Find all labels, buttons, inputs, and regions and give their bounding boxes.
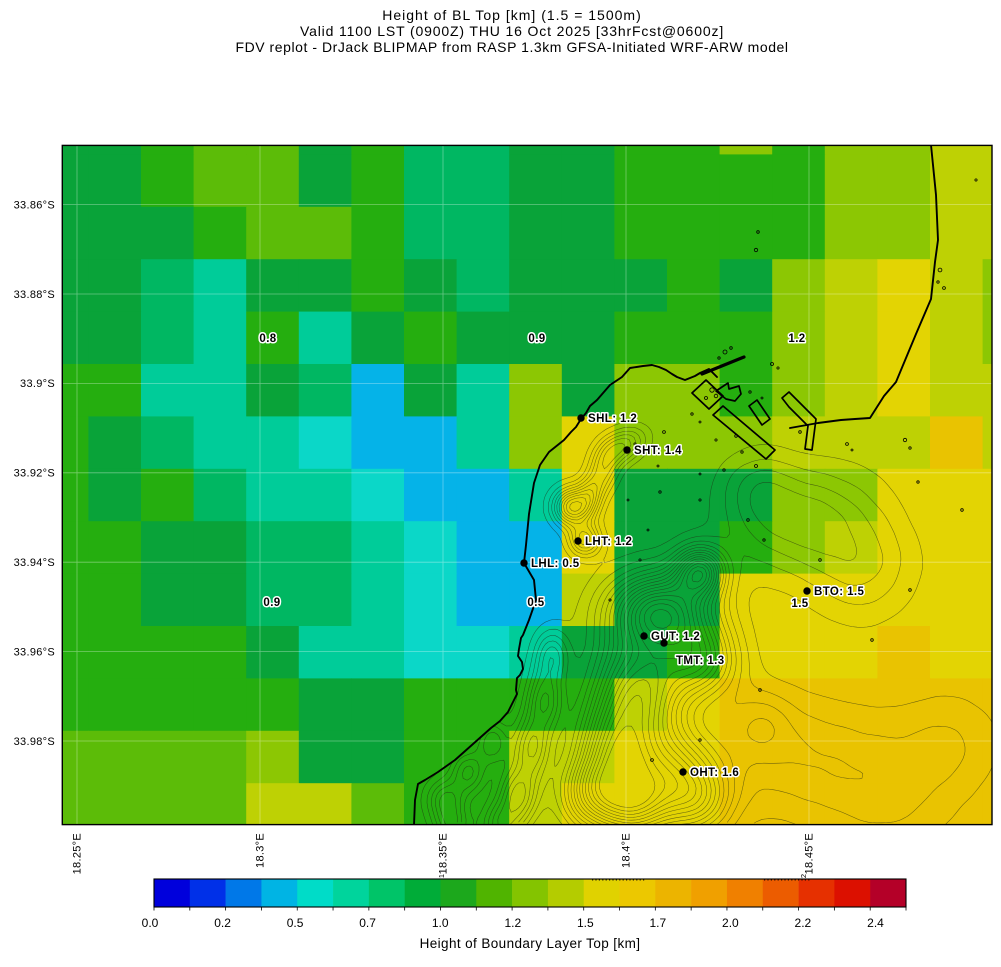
svg-text:1.7: 1.7 [649, 916, 666, 930]
svg-text:0.0: 0.0 [142, 916, 159, 930]
svg-text:1.2: 1.2 [788, 333, 805, 345]
svg-text:GUT: 1.2: GUT: 1.2 [651, 631, 700, 643]
svg-text:0.9: 0.9 [528, 333, 545, 345]
svg-text:2.2: 2.2 [795, 916, 812, 930]
svg-text:33.96°S: 33.96°S [14, 646, 55, 658]
svg-text:LHL: 0.5: LHL: 0.5 [531, 558, 580, 570]
svg-text:18.4°E: 18.4°E [621, 833, 633, 868]
svg-text:Height of BL Top [km] (1.5 = 1: Height of BL Top [km] (1.5 = 1500m) [382, 7, 642, 23]
svg-text:2.0: 2.0 [722, 916, 739, 930]
svg-text:1: 1 [437, 874, 446, 878]
svg-text:TMT: 1.3: TMT: 1.3 [676, 655, 725, 667]
svg-text:LHT: 1.2: LHT: 1.2 [585, 536, 632, 548]
svg-text:2.4: 2.4 [867, 916, 884, 930]
svg-text:0.8: 0.8 [259, 333, 276, 345]
svg-text:1.5: 1.5 [577, 916, 594, 930]
svg-text:0.5: 0.5 [287, 916, 304, 930]
svg-text:18.3°E: 18.3°E [255, 833, 267, 868]
svg-text:18.45°E: 18.45°E [804, 833, 816, 874]
svg-text:18.35°E: 18.35°E [438, 833, 450, 874]
svg-text:FDV replot - DrJack BLIPMAP fr: FDV replot - DrJack BLIPMAP from RASP 1.… [235, 39, 788, 55]
svg-text:Valid 1100 LST (0900Z) THU 16: Valid 1100 LST (0900Z) THU 16 Oct 2025 [… [300, 23, 724, 39]
svg-text:1.2: 1.2 [504, 916, 521, 930]
svg-text:33.9°S: 33.9°S [20, 378, 55, 390]
svg-text:33.92°S: 33.92°S [14, 468, 55, 480]
svg-text:1.0: 1.0 [432, 916, 449, 930]
svg-text:33.88°S: 33.88°S [14, 289, 55, 301]
svg-text:0.2: 0.2 [214, 916, 231, 930]
svg-text:OHT: 1.6: OHT: 1.6 [690, 767, 739, 779]
svg-text:BTO: 1.5: BTO: 1.5 [814, 586, 864, 598]
svg-text:0.9: 0.9 [263, 597, 280, 609]
svg-text:SHL: 1.2: SHL: 1.2 [588, 413, 637, 425]
svg-text:Height of Boundary Layer Top [: Height of Boundary Layer Top [km] [420, 936, 641, 951]
svg-text:33.94°S: 33.94°S [14, 557, 55, 569]
svg-text:1.5: 1.5 [791, 598, 808, 610]
svg-text:18.25°E: 18.25°E [72, 833, 84, 874]
svg-text:33.98°S: 33.98°S [14, 736, 55, 748]
svg-text:2: 2 [799, 874, 808, 878]
svg-text:0.7: 0.7 [359, 916, 376, 930]
svg-text:0.5: 0.5 [527, 597, 544, 609]
svg-text:SHT: 1.4: SHT: 1.4 [634, 445, 682, 457]
svg-text:33.86°S: 33.86°S [14, 199, 55, 211]
